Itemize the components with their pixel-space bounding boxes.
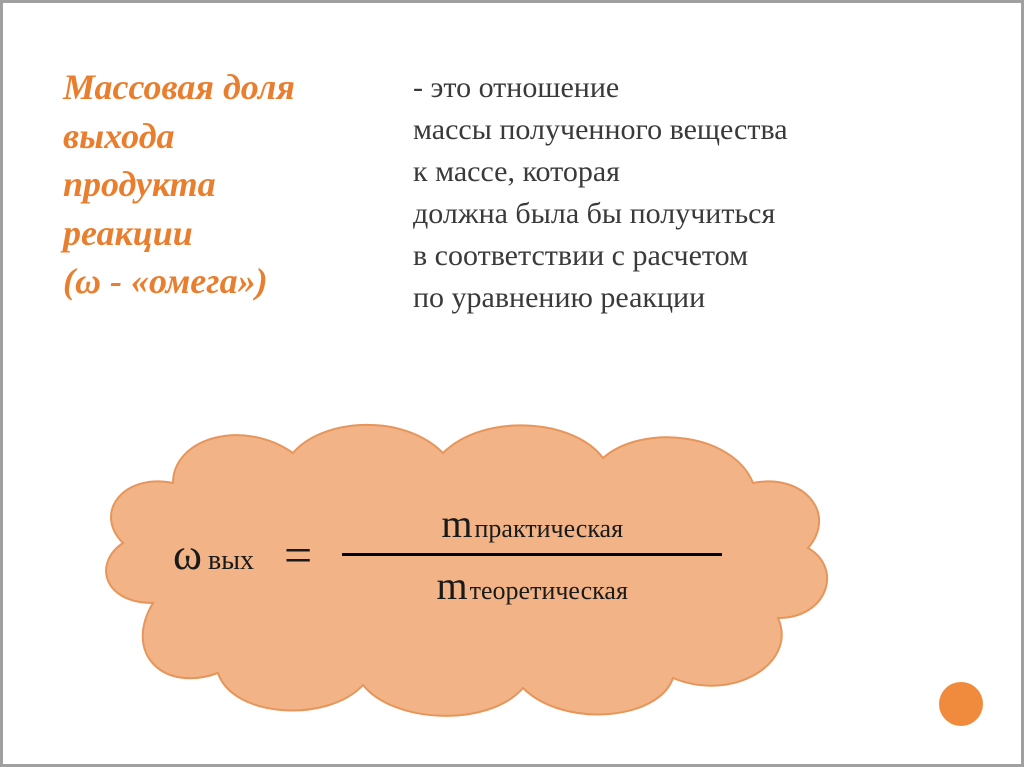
denominator-symbol: m — [437, 562, 468, 609]
title-block: Массовая доля выхода продукта реакции (ω… — [63, 63, 393, 306]
equals-sign: = — [284, 526, 312, 584]
denominator: m теоретическая — [427, 560, 638, 611]
title-line-2: выхода — [63, 116, 175, 156]
definition-line-2: массы полученного вещества — [413, 113, 788, 146]
fraction-line — [342, 553, 722, 556]
title-line-4: реакции — [63, 213, 193, 253]
definition-line-4: должна была бы получиться — [413, 197, 775, 230]
corner-dot-icon — [939, 682, 983, 726]
definition-line-5: в соответствии с расчетом — [413, 239, 748, 272]
title-line-3: продукта — [63, 164, 216, 204]
numerator-subscript: практическая — [475, 514, 624, 544]
denominator-subscript: теоретическая — [470, 576, 628, 606]
definition-line-6: по уравнению реакции — [413, 281, 705, 314]
definition-text: - это отношение массы полученного вещест… — [413, 67, 971, 319]
numerator-symbol: m — [441, 500, 472, 547]
title-line-1: Массовая доля — [63, 67, 295, 107]
formula: ω вых = m практическая m теоретическая — [173, 498, 722, 611]
formula-lhs: ω вых — [173, 529, 254, 580]
numerator: m практическая — [431, 498, 633, 549]
cloud-shape: ω вых = m практическая m теоретическая — [83, 403, 843, 733]
definition-block: - это отношение массы полученного вещест… — [413, 63, 971, 319]
title-line-5: (ω - «омега») — [63, 261, 268, 301]
definition-line-3: к массе, которая — [413, 155, 620, 188]
title-text: Массовая доля выхода продукта реакции (ω… — [63, 63, 393, 306]
omega-subscript: вых — [208, 545, 254, 577]
definition-line-1: - это отношение — [413, 71, 619, 104]
fraction: m практическая m теоретическая — [342, 498, 722, 611]
omega-symbol: ω — [173, 529, 202, 580]
